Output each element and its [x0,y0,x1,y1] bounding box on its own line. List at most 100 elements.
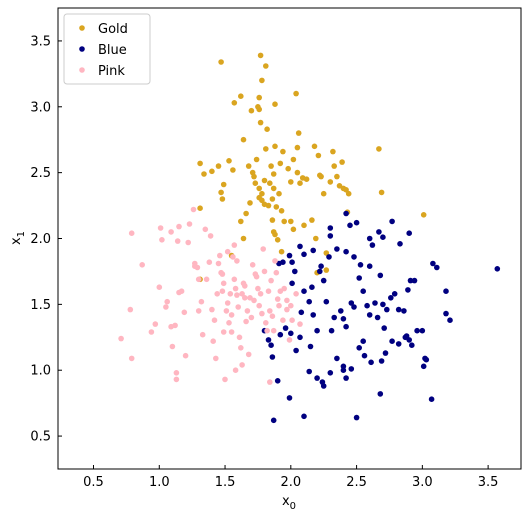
point-blue [419,327,426,334]
point-blue [381,325,388,331]
point-pink [211,317,218,324]
point-blue [407,277,414,284]
point-pink [207,233,214,239]
point-pink [169,343,176,350]
point-gold [261,177,268,184]
point-pink [247,295,253,301]
point-blue [317,268,323,275]
point-blue [307,343,314,350]
point-gold [297,180,303,186]
point-blue [406,337,413,343]
point-blue [274,378,281,384]
point-gold [278,248,285,255]
point-blue [447,317,453,324]
point-blue [270,417,277,424]
point-pink [219,271,226,277]
point-blue [306,368,313,375]
point-pink [293,291,299,297]
point-blue [306,298,313,305]
x-axis-label-main: x [282,494,290,509]
point-pink [228,312,235,318]
y-axis-ticks: 0.5 1.0 1.5 2.0 2.5 3.0 3.5 [30,34,62,445]
point-pink [128,355,135,362]
y-axis-label-sub: 1 [16,231,27,237]
point-gold [323,267,330,273]
point-gold [269,196,276,202]
point-gold [264,126,270,132]
y-tick-label: 1.5 [30,298,51,313]
point-blue [395,306,402,313]
point-gold [265,202,272,209]
point-gold [323,250,330,256]
point-pink [139,262,145,268]
point-blue [334,355,340,362]
point-pink [244,308,251,314]
point-blue [301,413,307,420]
point-pink [159,237,165,243]
point-gold [330,148,336,155]
point-gold [219,196,226,202]
point-pink [288,302,294,309]
y-tick-label: 3.5 [30,34,51,49]
point-pink [245,351,252,358]
point-gold [311,143,318,150]
point-gold [218,59,224,65]
point-blue [289,280,295,287]
point-pink [231,242,238,248]
y-tick-label: 3.0 [30,100,51,115]
point-pink [257,291,264,297]
point-pink [286,337,293,343]
x-tick-label: 2.0 [280,475,301,490]
point-blue [282,325,289,331]
point-gold [247,200,253,206]
x-axis-ticks: 0.5 1.0 1.5 2.0 2.5 3.0 3.5 [83,465,498,490]
point-gold [293,90,299,97]
point-gold [257,52,264,59]
point-pink [255,285,261,292]
point-blue [443,310,449,317]
point-pink [248,314,255,321]
point-blue [395,341,402,347]
point-pink [281,285,288,292]
point-blue [380,301,386,308]
point-blue [310,247,317,254]
point-blue [364,302,370,309]
point-pink [235,304,241,310]
point-pink [232,285,239,292]
point-pink [220,329,227,335]
point-pink [173,370,180,376]
point-pink [219,288,226,295]
point-pink [190,206,197,213]
point-pink [238,345,244,351]
point-blue [357,262,364,268]
point-pink [203,276,210,283]
point-pink [222,376,228,383]
x-tick-label: 3.0 [412,475,433,490]
point-blue [348,300,355,306]
point-gold [313,235,319,242]
point-pink [272,258,278,264]
point-pink [280,317,286,324]
point-pink [274,296,281,302]
legend-box [63,13,151,85]
point-gold [256,185,263,192]
point-pink [172,322,178,329]
point-blue [327,225,334,231]
point-gold [226,158,232,164]
point-blue [286,252,293,259]
point-pink [253,273,260,280]
point-gold [197,205,203,211]
point-gold [256,94,263,101]
point-blue [265,337,272,343]
point-blue [314,375,320,381]
point-pink [214,291,220,297]
point-gold [270,185,277,192]
point-blue [343,248,349,255]
point-blue [378,358,385,364]
point-pink [289,317,295,324]
point-pink [164,298,170,305]
point-pink [168,229,174,235]
point-gold [270,171,277,177]
point-pink [163,304,169,310]
